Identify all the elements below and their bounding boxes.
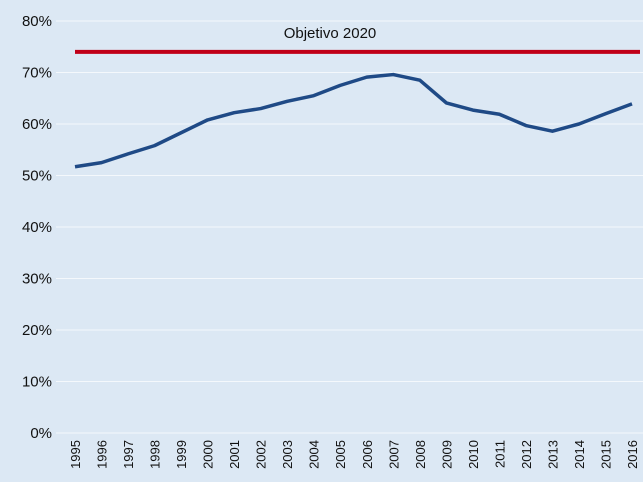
x-tick-label: 2003 [280,440,295,469]
y-tick-label: 30% [22,271,52,288]
x-tick-label: 1999 [174,440,189,469]
x-tick-label: 2002 [254,440,269,469]
data-line [74,72,633,169]
x-tick-label: 2010 [466,440,481,469]
y-tick-label: 20% [22,322,52,339]
x-tick-label: 2014 [572,440,587,469]
x-tick-label: 2011 [492,440,507,468]
x-tick-label: 2016 [625,440,640,469]
x-tick-label: 2004 [307,440,322,469]
x-tick-label: 2006 [360,440,375,469]
x-tick-label: 2012 [519,440,534,469]
x-tick-label: 2005 [333,440,348,469]
y-tick-label: 50% [22,168,52,185]
x-tick-label: 1997 [121,440,136,469]
y-tick-label: 60% [22,116,52,133]
x-tick-label: 2013 [545,440,560,469]
x-tick-label: 2001 [227,440,242,469]
y-tick-label: 80% [22,13,52,30]
x-tick-label: 1996 [95,440,110,469]
y-tick-label: 10% [22,374,52,391]
x-tick-label: 1995 [68,440,83,469]
x-tick-label: 2000 [201,440,216,469]
target-label: Objetivo 2020 [284,25,377,42]
x-tick-label: 1998 [148,440,163,469]
x-tick-label: 2009 [439,440,454,469]
x-tick-label: 2015 [598,440,613,469]
y-tick-label: 70% [22,65,52,82]
y-tick-label: 40% [22,219,52,236]
x-tick-label: 2008 [413,440,428,469]
y-tick-label: 0% [30,425,52,442]
x-tick-label: 2007 [386,440,401,469]
